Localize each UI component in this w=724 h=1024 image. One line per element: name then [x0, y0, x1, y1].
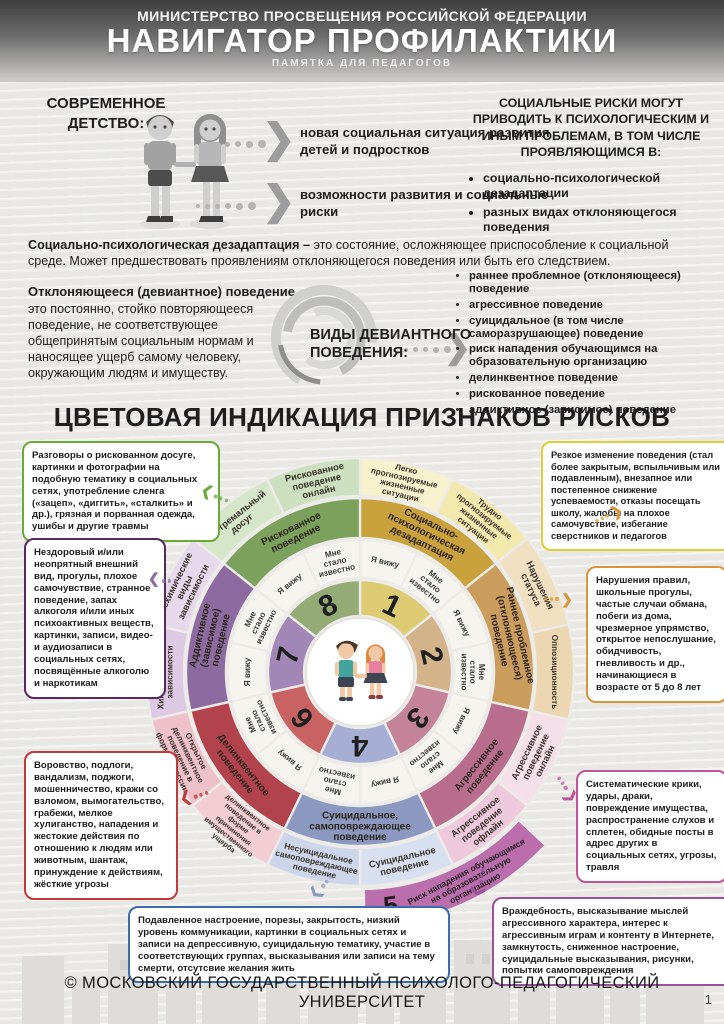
callout-aggression-signs: Систематические крики, удары, драки, пов… [576, 770, 724, 884]
list-item: риск нападения обучающимся на образовате… [469, 343, 724, 369]
list-item: аддиктивное (зависимое) поведение [469, 404, 724, 417]
list-item: суицидальное (в том числе саморазрушающе… [469, 315, 724, 341]
risk-section-title: ЦВЕТОВАЯ ИНДИКАЦИЯ ПРИЗНАКОВ РИСКОВ [53, 402, 671, 432]
dotted-trail [216, 140, 266, 148]
arrow-chevron-icon: ❯ [262, 117, 296, 161]
wheel-see-cell [301, 538, 362, 589]
page-title: НАВИГАТОР ПРОФИЛАКТИКИ [106, 22, 618, 59]
list-item: агрессивное поведение [469, 299, 724, 312]
callout-delinquent-signs: Воровство, подлоги, вандализм, поджоги, … [24, 751, 178, 900]
wheel-sector-name: Суицидальное, самоповреждающее поведение [309, 811, 411, 844]
deviant-lead: Отклоняющееся (девиантное) поведение – [28, 284, 306, 299]
wheel-see-label: Мнесталоизвестно [459, 654, 486, 691]
risk-indication-wheel: ЛегкопрогнозируемыежизненныеситуацииТруд… [144, 456, 576, 928]
list-item: раннее проблемное (отклоняющееся) поведе… [469, 270, 724, 296]
dotted-arrow: ❯ [148, 573, 177, 589]
wheel-sector-ring [222, 496, 362, 591]
page-number: 1 [704, 992, 712, 1007]
page-subtitle: ПАМЯТКА ДЛЯ ПЕДАГОГОВ [271, 57, 453, 69]
wheel-subcategory-label: Несуицидальноесамоповреждающееповедение [272, 839, 361, 885]
arrow-chevron-icon: ❯ [262, 179, 296, 223]
page-header: МИНИСТЕРСТВО ПРОСВЕЩЕНИЯ РОССИЙСКОЙ ФЕДЕ… [0, 0, 724, 82]
social-risks-list: социально-психологической дезадаптациира… [466, 171, 716, 236]
wheel-subcategory [265, 456, 362, 516]
list-item: делинквентное поведение [469, 372, 724, 385]
deviant-types-heading: ВИДЫ ДЕВИАНТНОГО ПОВЕДЕНИЯ: [310, 327, 472, 362]
childhood-arrow1-label: новая социальная ситуация развития детей… [300, 125, 550, 158]
childhood-arrow2-label: возможности развития и социальные риски [300, 187, 549, 220]
dotted-trail [404, 346, 451, 353]
desadaptation-text: это состояние, осложняющее приспособлени… [28, 238, 669, 269]
wheel-number: 2 [413, 644, 449, 668]
spiral-graphic [271, 285, 377, 391]
children-illustration [305, 617, 415, 727]
social-risks-block: СОЦИАЛЬНЫЕ РИСКИ МОГУТ ПРИВОДИТЬ К ПСИХО… [466, 95, 716, 239]
deviant-types-list: раннее проблемное (отклоняющееся) поведе… [452, 270, 724, 420]
childhood-heading: СОВРЕМЕННОЕ ДЕТСТВО: [46, 95, 166, 132]
wheel-number: 7 [271, 644, 307, 668]
dotted-trail [196, 202, 256, 210]
desadaptation-lead: Социально-психологическая дезадаптация – [28, 238, 310, 252]
desadaptation-paragraph: Социально-психологическая дезадаптация –… [28, 237, 706, 269]
callout-behavior-change: Резкое изменение поведения (стал более з… [541, 441, 724, 552]
callout-suicidal-signs: Подавленное настроение, порезы, закрытос… [128, 906, 450, 984]
callout-attack-risk-signs: Враждебность, высказывание мыслей агресс… [492, 897, 724, 987]
arrow-chevron-icon: ❯ [444, 329, 471, 365]
callout-risky-leisure: Разговоры о рискованном досуге, картинки… [22, 441, 220, 543]
social-risks-heading: СОЦИАЛЬНЫЕ РИСКИ МОГУТ ПРИВОДИТЬ К ПСИХО… [472, 96, 710, 160]
wheel-see-label: Я вижу [243, 657, 252, 686]
list-item: разных видах отклоняющегося поведения [483, 205, 716, 236]
wheel-number: 4 [351, 729, 368, 762]
dotted-arrow: ❯ [544, 592, 573, 606]
deviant-text: это постоянно, стойко повторяющееся пове… [28, 301, 254, 381]
ministry-line: МИНИСТЕРСТВО ПРОСВЕЩЕНИЯ РОССИЙСКОЙ ФЕДЕ… [137, 8, 587, 24]
deviant-definition: Отклоняющееся (девиантное) поведение – э… [28, 284, 310, 381]
children-illustration-gray [140, 114, 230, 229]
wheel-subcategory-label: Оппозиционность [550, 635, 560, 710]
list-item: социально-психологической дезадаптации [483, 171, 716, 202]
wheel-number-cell [286, 578, 362, 639]
wheel-subcategory-label: Легкопрогнозируемыежизненныеситуации [366, 457, 441, 507]
list-item: рискованное поведение [469, 388, 724, 401]
footer-copyright: © МОСКОВСКИЙ ГОСУДАРСТВЕННЫЙ ПСИХОЛОГО-П… [64, 974, 660, 1011]
callout-addiction-signs: Нездоровый и/или неопрятный внешний вид,… [24, 538, 166, 699]
callout-status-violations: Нарушения правил, школьные прогулы, част… [586, 566, 724, 703]
